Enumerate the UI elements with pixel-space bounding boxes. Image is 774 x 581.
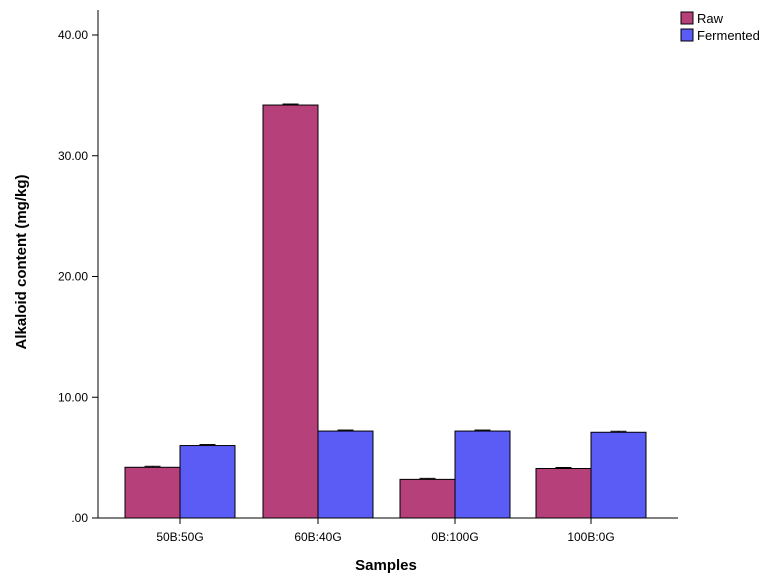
x-tick-label: 0B:100G bbox=[431, 530, 478, 544]
bar-raw-4 bbox=[535, 467, 592, 519]
axes-layer bbox=[97, 10, 678, 519]
y-ticks: .00 10.00 20.00 30.00 40.00 bbox=[58, 28, 98, 525]
bar-fermented-1 bbox=[179, 445, 236, 519]
legend-label-raw: Raw bbox=[697, 11, 724, 26]
legend-swatch-fermented bbox=[680, 28, 694, 42]
x-tick-label: 50B:50G bbox=[156, 530, 203, 544]
bar-fermented-4 bbox=[590, 431, 647, 519]
bar-raw-1 bbox=[124, 466, 181, 519]
x-axis-title: Samples bbox=[355, 557, 417, 574]
y-tick-label: 10.00 bbox=[58, 390, 88, 404]
x-tick-label: 60B:40G bbox=[294, 530, 341, 544]
bar-raw-3 bbox=[399, 478, 456, 519]
legend-swatch-raw bbox=[680, 11, 694, 25]
y-tick-label: .00 bbox=[71, 511, 88, 525]
y-axis-title: Alkaloid content (mg/kg) bbox=[13, 174, 30, 349]
legend-label-fermented: Fermented bbox=[697, 28, 760, 43]
bar-fermented-3 bbox=[454, 430, 511, 519]
y-tick-label: 30.00 bbox=[58, 149, 88, 163]
bar-fermented-2 bbox=[317, 430, 374, 519]
x-tick-label: 100B:0G bbox=[567, 530, 614, 544]
legend: Raw Fermented bbox=[680, 11, 760, 43]
y-tick-label: 20.00 bbox=[58, 270, 88, 284]
bar-raw-2 bbox=[262, 104, 319, 519]
y-tick-label: 40.00 bbox=[58, 28, 88, 42]
x-tick-labels: 50B:50G 60B:40G 0B:100G 100B:0G bbox=[156, 518, 615, 544]
bars-layer bbox=[124, 103, 647, 519]
